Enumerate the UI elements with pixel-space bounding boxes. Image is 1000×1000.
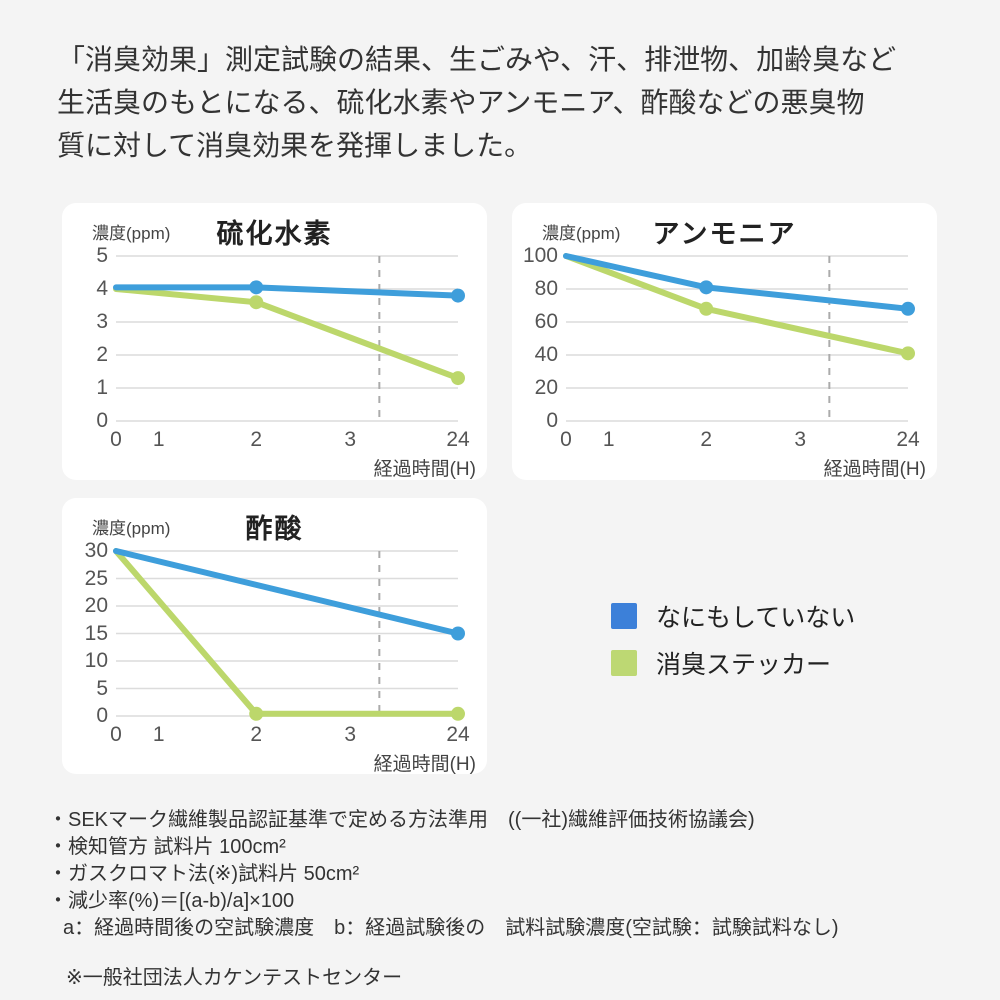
- x-axis-tick-label: 3: [344, 428, 357, 451]
- legend-swatch-blue: [611, 603, 637, 629]
- footnote-line: ・ガスクロマト法(※)試料片 50cm²: [48, 863, 360, 885]
- y-axis-tick-label: 80: [534, 277, 558, 300]
- footnote-line: ・検知管方 試料片 100cm²: [48, 836, 286, 858]
- x-axis-tick-label: 0: [110, 428, 122, 451]
- header-line: 「消臭効果」測定試験の結果、生ごみや、汗、排泄物、加齢臭など: [57, 44, 897, 75]
- y-axis-tick-label: 1: [96, 376, 108, 399]
- legend-label-untreated: なにもしていない: [656, 604, 856, 632]
- y-axis-tick-label: 0: [546, 409, 558, 432]
- x-axis-tick-label: 3: [344, 723, 357, 746]
- legend-item-untreated: なにもしていない: [611, 603, 855, 632]
- y-axis-tick-label: 3: [96, 310, 108, 333]
- header-paragraph: 「消臭効果」測定試験の結果、生ごみや、汗、排泄物、加齢臭など 生活臭のもとになる…: [57, 38, 967, 167]
- chart-card-hydrogen-sulfide: 濃度(ppm) 硫化水素 0 1 2 3 4 5 0 1 2 3 24 経過時間(H): [62, 203, 487, 480]
- y-axis-unit-label: 濃度(ppm): [542, 224, 621, 243]
- x-axis-tick-label: 24: [446, 723, 470, 746]
- legend-item-deodorizing-sticker: 消臭ステッカー: [611, 650, 855, 679]
- y-axis-tick-label: 5: [96, 244, 108, 267]
- x-axis-tick-label: 1: [602, 428, 615, 451]
- chart-plot-area: [563, 253, 915, 422]
- chart-title: 酢酸: [245, 514, 304, 544]
- y-axis-tick-label: 10: [84, 649, 108, 672]
- y-axis-tick-label: 30: [84, 539, 108, 562]
- y-axis-tick-label: 100: [522, 244, 558, 267]
- legend-label-deodorizing-sticker: 消臭ステッカー: [656, 651, 832, 679]
- x-axis-tick-label: 24: [446, 428, 470, 451]
- chart-title: アンモニア: [652, 219, 797, 249]
- x-axis-tick-label: 2: [250, 428, 263, 451]
- y-axis-tick-label: 20: [84, 594, 108, 617]
- chart-card-ammonia: 濃度(ppm) アンモニア 0 20 40 60 80 100 0 1 2 3 24 経過時間(H): [512, 203, 937, 480]
- header-line: 生活臭のもとになる、硫化水素やアンモニア、酢酸などの悪臭物: [57, 87, 865, 118]
- y-axis-tick-label: 0: [96, 704, 108, 727]
- y-axis-tick-label: 40: [534, 343, 558, 366]
- chart-title: 硫化水素: [216, 219, 333, 249]
- legend-swatch-green: [611, 650, 637, 676]
- y-axis-tick-label: 25: [84, 566, 108, 590]
- y-axis-tick-label: 15: [84, 621, 108, 645]
- chart-card-acetic-acid: 濃度(ppm) 酢酸 0 5 10 15 20 25 30 0 1 2 3 24 経過時間(H): [62, 498, 487, 775]
- y-axis-tick-label: 2: [96, 343, 108, 366]
- y-axis-tick-label: 0: [96, 409, 108, 432]
- x-axis-tick-label: 0: [560, 428, 572, 451]
- x-axis-tick-label: 1: [152, 428, 165, 451]
- footnote-line: ・SEKマーク繊維製品認証基準で定める方法準用 ((一社)繊維評価技術協議会): [48, 809, 755, 831]
- x-axis-tick-label: 3: [794, 428, 807, 451]
- chart-plot-area: [113, 548, 465, 721]
- y-axis-tick-label: 5: [96, 676, 108, 700]
- legend: なにもしていない 消臭ステッカー: [611, 603, 855, 697]
- x-axis-label: 経過時間(H): [373, 459, 476, 480]
- footnote-testing-center: ※一般社団法人カケンテストセンター: [66, 967, 403, 989]
- header-line: 質に対して消臭効果を発揮しました。: [57, 130, 533, 161]
- chart-plot-area: [113, 255, 465, 422]
- footnotes: ・SEKマーク繊維製品認証基準で定める方法準用 ((一社)繊維評価技術協議会) …: [48, 809, 839, 994]
- y-axis-tick-label: 60: [534, 310, 558, 333]
- x-axis-tick-label: 24: [896, 428, 920, 451]
- x-axis-tick-label: 1: [152, 723, 165, 746]
- y-axis-tick-label: 20: [534, 376, 558, 399]
- y-axis-tick-label: 4: [96, 277, 108, 300]
- x-axis-tick-label: 2: [250, 723, 263, 746]
- x-axis-label: 経過時間(H): [373, 754, 476, 775]
- y-axis-unit-label: 濃度(ppm): [92, 519, 171, 538]
- y-axis-unit-label: 濃度(ppm): [92, 224, 171, 243]
- x-axis-label: 経過時間(H): [823, 459, 926, 480]
- footnote-line: ・減少率(%)＝[(a-b)/a]×100: [48, 890, 295, 912]
- x-axis-tick-label: 2: [700, 428, 713, 451]
- footnote-line: a：経過時間後の空試験濃度 b：経過試験後の 試料試験濃度(空試験：試験試料なし…: [63, 917, 839, 939]
- x-axis-tick-label: 0: [110, 723, 122, 746]
